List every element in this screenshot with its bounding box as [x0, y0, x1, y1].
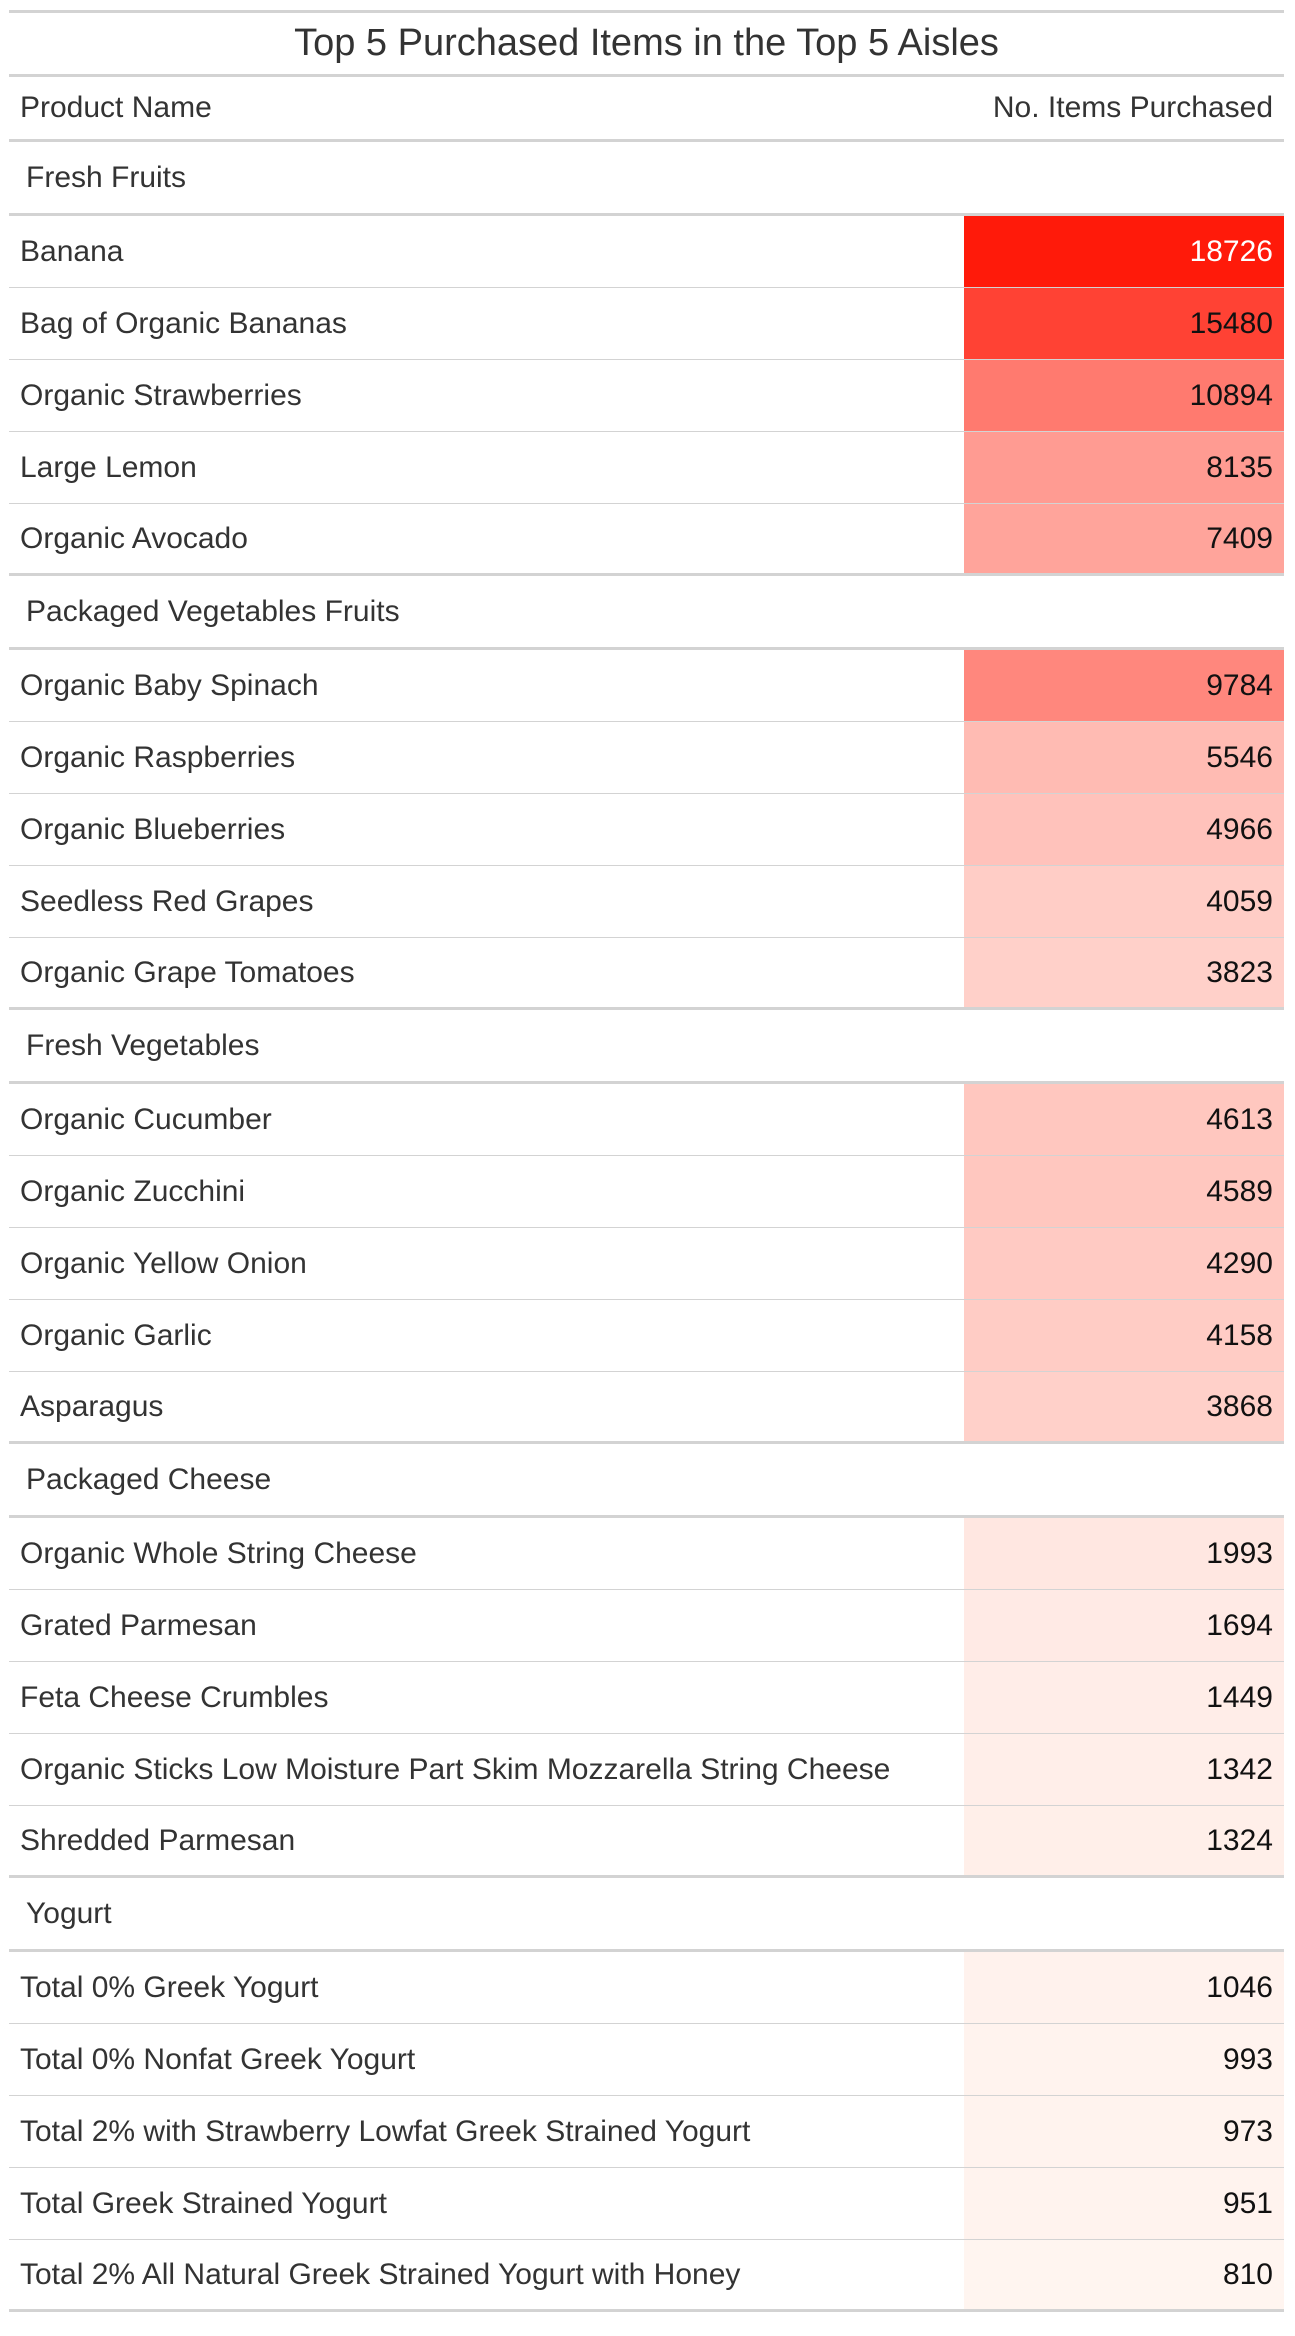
- product-name-cell: Organic Avocado: [20, 521, 248, 555]
- product-name-cell: Shredded Parmesan: [20, 1823, 296, 1857]
- top-rule: [9, 10, 1284, 13]
- count-cell: 1449: [964, 1662, 1284, 1733]
- product-name-cell: Organic Garlic: [20, 1318, 212, 1352]
- product-name-cell: Total 2% All Natural Greek Strained Yogu…: [20, 2257, 741, 2291]
- column-header-count: No. Items Purchased: [992, 91, 1273, 124]
- group-header: Yogurt: [9, 1878, 1284, 1952]
- table-row: Shredded Parmesan 1324: [9, 1806, 1284, 1878]
- product-name-cell: Seedless Red Grapes: [20, 884, 314, 918]
- product-name-cell: Organic Baby Spinach: [20, 668, 319, 702]
- product-name-cell: Total 0% Greek Yogurt: [20, 1970, 319, 2004]
- table-row: Organic Yellow Onion 4290: [9, 1228, 1284, 1300]
- table-row: Banana 18726: [9, 216, 1284, 288]
- product-name-cell: Total Greek Strained Yogurt: [20, 2186, 387, 2220]
- count-cell: 5546: [964, 722, 1284, 793]
- count-cell: 973: [964, 2096, 1284, 2167]
- product-name-cell: Organic Whole String Cheese: [20, 1536, 417, 1570]
- table-row: Total 0% Greek Yogurt 1046: [9, 1952, 1284, 2024]
- count-cell: 1342: [964, 1734, 1284, 1805]
- table-row: Total 0% Nonfat Greek Yogurt 993: [9, 2024, 1284, 2096]
- product-name-cell: Large Lemon: [20, 450, 197, 484]
- table-row: Organic Zucchini 4589: [9, 1156, 1284, 1228]
- count-cell: 18726: [964, 216, 1284, 287]
- table-body: Fresh Fruits Banana 18726 Bag of Organic Ba…: [9, 142, 1284, 2312]
- product-name-cell: Total 0% Nonfat Greek Yogurt: [20, 2042, 416, 2076]
- count-cell: 3868: [964, 1372, 1284, 1441]
- column-header-row: Product Name No. Items Purchased: [9, 77, 1284, 142]
- group-header: Packaged Cheese: [9, 1444, 1284, 1518]
- product-name-cell: Organic Strawberries: [20, 378, 302, 412]
- table-row: Organic Blueberries 4966: [9, 794, 1284, 866]
- count-cell: 15480: [964, 288, 1284, 359]
- count-cell: 4158: [964, 1300, 1284, 1371]
- count-cell: 1324: [964, 1806, 1284, 1875]
- product-name-cell: Total 2% with Strawberry Lowfat Greek St…: [20, 2114, 751, 2148]
- table-row: Asparagus 3868: [9, 1372, 1284, 1444]
- table-row: Organic Strawberries 10894: [9, 360, 1284, 432]
- product-name-cell: Organic Yellow Onion: [20, 1246, 307, 1280]
- product-name-cell: Organic Grape Tomatoes: [20, 955, 355, 989]
- product-name-cell: Asparagus: [20, 1389, 164, 1423]
- product-name-cell: Grated Parmesan: [20, 1608, 257, 1642]
- count-cell: 7409: [964, 504, 1284, 573]
- product-name-cell: Feta Cheese Crumbles: [20, 1680, 329, 1714]
- table-row: Organic Cucumber 4613: [9, 1084, 1284, 1156]
- table-row: Total Greek Strained Yogurt 951: [9, 2168, 1284, 2240]
- count-cell: 8135: [964, 432, 1284, 503]
- product-name-cell: Bag of Organic Bananas: [20, 306, 347, 340]
- table-row: Total 2% with Strawberry Lowfat Greek St…: [9, 2096, 1284, 2168]
- table-row: Organic Baby Spinach 9784: [9, 650, 1284, 722]
- product-name-cell: Organic Raspberries: [20, 740, 296, 774]
- group-header: Packaged Vegetables Fruits: [9, 576, 1284, 650]
- table-row: Organic Avocado 7409: [9, 504, 1284, 576]
- table-row: Organic Raspberries 5546: [9, 722, 1284, 794]
- count-cell: 4966: [964, 794, 1284, 865]
- count-cell: 4290: [964, 1228, 1284, 1299]
- count-cell: 951: [964, 2168, 1284, 2239]
- table-title: Top 5 Purchased Items in the Top 5 Aisle…: [9, 13, 1284, 77]
- count-cell: 993: [964, 2024, 1284, 2095]
- count-cell: 4059: [964, 866, 1284, 937]
- table-row: Organic Whole String Cheese 1993: [9, 1518, 1284, 1590]
- group-header: Fresh Fruits: [9, 142, 1284, 216]
- data-table: Top 5 Purchased Items in the Top 5 Aisle…: [9, 10, 1284, 2312]
- table-row: Organic Grape Tomatoes 3823: [9, 938, 1284, 1010]
- table-row: Bag of Organic Bananas 15480: [9, 288, 1284, 360]
- table-row: Feta Cheese Crumbles 1449: [9, 1662, 1284, 1734]
- count-cell: 1694: [964, 1590, 1284, 1661]
- group-header: Fresh Vegetables: [9, 1010, 1284, 1084]
- count-cell: 10894: [964, 360, 1284, 431]
- count-cell: 9784: [964, 650, 1284, 721]
- count-cell: 1993: [964, 1518, 1284, 1589]
- column-header-product: Product Name: [20, 91, 212, 124]
- count-cell: 3823: [964, 938, 1284, 1007]
- table-row: Organic Sticks Low Moisture Part Skim Mo…: [9, 1734, 1284, 1806]
- table-row: Grated Parmesan 1694: [9, 1590, 1284, 1662]
- table-row: Organic Garlic 4158: [9, 1300, 1284, 1372]
- count-cell: 4589: [964, 1156, 1284, 1227]
- count-cell: 1046: [964, 1952, 1284, 2023]
- product-name-cell: Organic Sticks Low Moisture Part Skim Mo…: [20, 1752, 891, 1786]
- count-cell: 4613: [964, 1084, 1284, 1155]
- table-row: Large Lemon 8135: [9, 432, 1284, 504]
- product-name-cell: Organic Blueberries: [20, 812, 286, 846]
- table-row: Total 2% All Natural Greek Strained Yogu…: [9, 2240, 1284, 2312]
- table-row: Seedless Red Grapes 4059: [9, 866, 1284, 938]
- count-cell: 810: [964, 2240, 1284, 2309]
- product-name-cell: Banana: [20, 234, 124, 268]
- product-name-cell: Organic Cucumber: [20, 1102, 272, 1136]
- product-name-cell: Organic Zucchini: [20, 1174, 246, 1208]
